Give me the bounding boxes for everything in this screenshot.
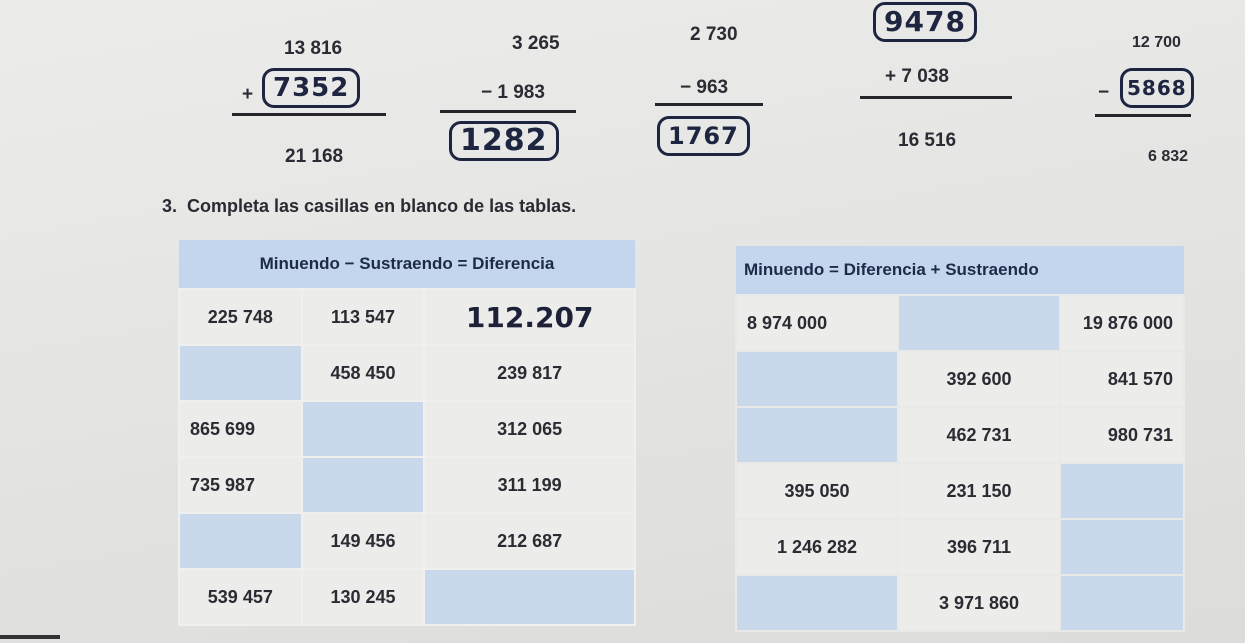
table1-cell: 539 457 (178, 568, 303, 626)
table-row: 395 050 231 150 (735, 462, 1185, 520)
op2-subtrahend: − 1 983 (481, 82, 545, 103)
op3-top-number: 2 730 (690, 24, 738, 45)
op5-rule (1095, 114, 1191, 117)
table1-blank-cell[interactable] (300, 456, 426, 514)
table2-cell: 396 711 (897, 518, 1061, 576)
table1-cell: 865 699 (178, 400, 303, 458)
op5-result: 6 832 (1148, 148, 1189, 165)
op2-handwritten-answer: 1282 (449, 121, 559, 161)
section-number: 3. (162, 196, 178, 216)
table-row: 392 600 841 570 (735, 350, 1185, 408)
table1-blank-cell[interactable] (178, 512, 303, 570)
op1-handwritten-answer: 7352 (262, 68, 361, 108)
table-row: 8 974 000 19 876 000 (735, 294, 1185, 352)
op5-top-number: 12 700 (1132, 34, 1181, 51)
page-edge-line (0, 635, 60, 639)
table2-blank-cell[interactable] (897, 294, 1061, 352)
table1-blank-cell[interactable] (178, 344, 303, 402)
table1-header: Minuendo − Sustraendo = Diferencia (179, 240, 635, 289)
table-row: 225 748 113 547 112.207 (178, 288, 636, 346)
table2-header: Minuendo = Diferencia + Sustraendo (736, 246, 1184, 295)
table2-cell: 3 971 860 (897, 574, 1061, 632)
op4-addend: + 7 038 (885, 66, 949, 87)
op4-rule (860, 96, 1012, 99)
table1-cell: 130 245 (300, 568, 426, 626)
table1-cell: 239 817 (423, 344, 636, 402)
table-row: 462 731 980 731 (735, 406, 1185, 464)
table-row: 539 457 130 245 (178, 568, 636, 626)
table2-cell: 395 050 (735, 462, 899, 520)
section-instruction: Completa las casillas en blanco de las t… (187, 196, 577, 216)
subtraction-table: Minuendo − Sustraendo = Diferencia 225 7… (178, 240, 636, 626)
op1-top-number: 13 816 (284, 38, 343, 59)
table-row: 3 971 860 (735, 574, 1185, 632)
table2-cell: 841 570 (1059, 350, 1185, 408)
section-3-heading: 3. Completa las casillas en blanco de las… (162, 196, 576, 217)
table-row: 149 456 212 687 (178, 512, 636, 570)
table-row: 458 450 239 817 (178, 344, 636, 402)
table2-cell: 980 731 (1059, 406, 1185, 464)
table-row: 865 699 312 065 (178, 400, 636, 458)
op1-result: 21 168 (285, 146, 344, 167)
table2-cell: 462 731 (897, 406, 1061, 464)
table1-cell: 149 456 (300, 512, 426, 570)
table1-cell: 113 547 (300, 288, 426, 346)
table-row: 1 246 282 396 711 (735, 518, 1185, 576)
op1-sign: + (242, 84, 254, 105)
table1-cell: 735 987 (178, 456, 303, 514)
op4-result: 16 516 (898, 130, 957, 151)
table1-cell: 458 450 (300, 344, 426, 402)
op2-rule (440, 110, 576, 113)
table2-cell: 1 246 282 (735, 518, 899, 576)
op4-handwritten-answer: 9478 (873, 2, 977, 42)
table1-cell: 311 199 (423, 456, 636, 514)
table2-blank-cell[interactable] (735, 574, 899, 632)
op5-handwritten-answer: 5868 (1120, 68, 1194, 108)
op1-rule (232, 113, 386, 116)
op3-handwritten-answer: 1767 (657, 116, 750, 156)
table2-blank-cell[interactable] (735, 350, 899, 408)
table1-cell: 225 748 (178, 288, 303, 346)
op3-rule (655, 103, 763, 106)
op2-top-number: 3 265 (512, 33, 560, 54)
table2-cell: 19 876 000 (1059, 294, 1185, 352)
table2-blank-cell[interactable] (1059, 574, 1185, 632)
table1-blank-cell[interactable] (423, 568, 636, 626)
table1-handwritten-cell: 112.207 (423, 288, 636, 346)
table2-blank-cell[interactable] (1059, 518, 1185, 576)
table2-cell: 231 150 (897, 462, 1061, 520)
op5-sign: − (1098, 82, 1110, 103)
table2-cell: 8 974 000 (735, 294, 899, 352)
table-row: 735 987 311 199 (178, 456, 636, 514)
table1-blank-cell[interactable] (300, 400, 426, 458)
table2-blank-cell[interactable] (735, 406, 899, 464)
table1-cell: 312 065 (423, 400, 636, 458)
table2-blank-cell[interactable] (1059, 462, 1185, 520)
table1-cell: 212 687 (423, 512, 636, 570)
addition-table: Minuendo = Diferencia + Sustraendo 8 974… (735, 246, 1185, 632)
table2-cell: 392 600 (897, 350, 1061, 408)
op3-subtrahend: − 963 (680, 77, 729, 98)
